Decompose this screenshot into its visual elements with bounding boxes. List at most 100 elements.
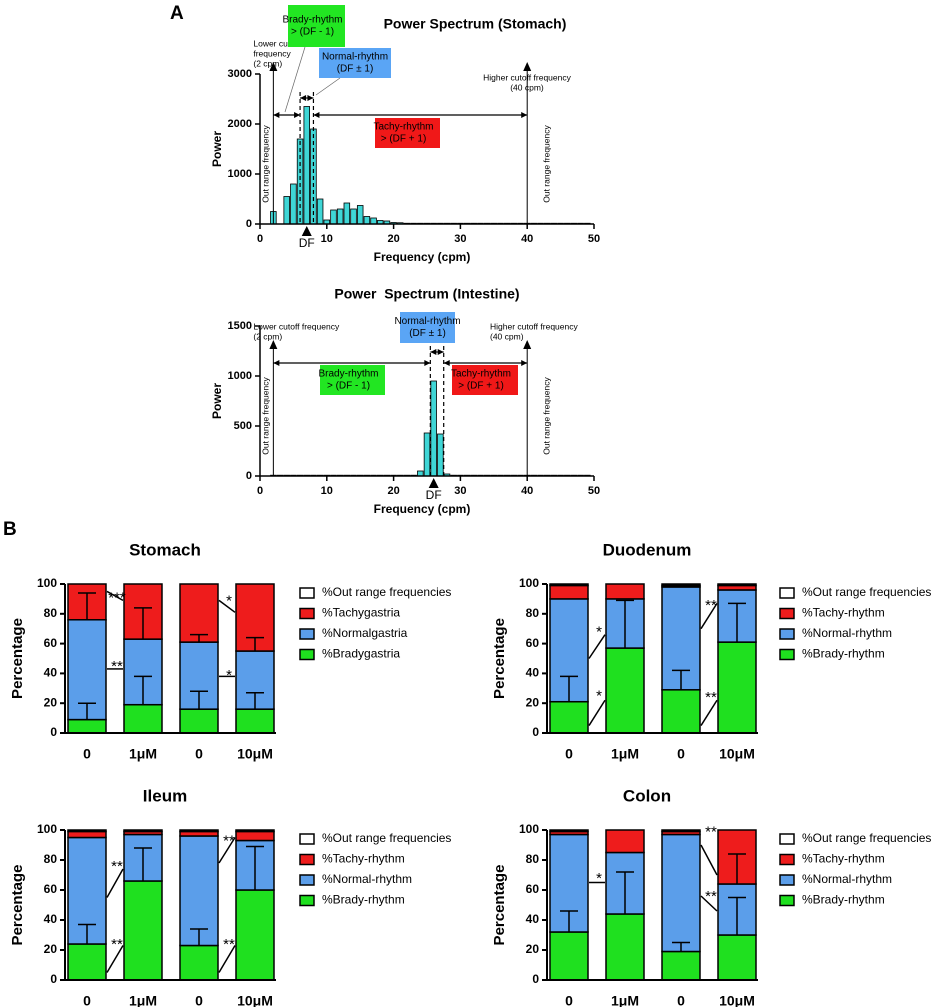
legend-swatch <box>779 853 795 866</box>
bar-segment <box>661 833 701 953</box>
significance-line <box>588 699 606 726</box>
bar-segment <box>179 708 219 734</box>
x-tick-label: 0 <box>257 485 263 497</box>
chart-title: Stomach <box>129 540 201 559</box>
range-box <box>288 5 345 47</box>
bar <box>283 196 290 225</box>
x-tick-label: 0 <box>83 746 91 762</box>
annotation: Brady-rhythm <box>318 369 378 380</box>
leader <box>315 77 341 96</box>
legend-swatch <box>779 628 795 640</box>
x-tick-label: 1μM <box>129 993 157 1007</box>
out-range-label: Out range frequency <box>541 125 551 203</box>
bar-segment <box>235 889 275 981</box>
x-tick-label: 0 <box>257 233 263 245</box>
leader <box>284 46 306 113</box>
bar <box>437 433 444 477</box>
x-tick-label: 1μM <box>611 993 639 1007</box>
chart-title: Ileum <box>143 786 187 805</box>
error-bar <box>78 702 96 720</box>
arrow-head <box>300 95 314 101</box>
bar <box>423 432 431 477</box>
y-axis-label: Power <box>210 131 224 167</box>
bar-segment <box>717 641 757 734</box>
bar-segment <box>235 829 275 833</box>
bar-segment <box>123 703 163 734</box>
legend-label: %Out range frequencies <box>802 585 931 599</box>
error-bar <box>134 675 152 705</box>
bar-segment <box>549 700 589 734</box>
error-bar <box>78 923 96 944</box>
bar-segment <box>67 718 107 734</box>
bar-segment <box>549 931 589 981</box>
x-tick-label: 10 <box>321 485 333 497</box>
y-tick-label: 80 <box>526 606 540 620</box>
bar <box>350 208 357 225</box>
error-bar <box>672 941 690 952</box>
bar-segment <box>123 829 163 833</box>
x-tick-label: 30 <box>454 233 466 245</box>
panel-label: A <box>170 3 184 24</box>
error-bar <box>246 692 264 710</box>
significance-label: * <box>226 667 232 684</box>
annotation: Normal-rhythm <box>394 316 460 327</box>
error-bar <box>246 845 264 890</box>
range-box <box>319 48 391 78</box>
bar-segment <box>661 829 701 833</box>
range-box <box>400 312 455 343</box>
bar-segment <box>235 830 275 842</box>
x-tick-label: 0 <box>195 993 203 1007</box>
y-tick-label: 500 <box>234 420 252 432</box>
bar-segment <box>67 619 107 721</box>
error-bar <box>560 675 578 702</box>
bar-segment <box>549 583 589 587</box>
error-bar <box>190 690 208 710</box>
y-tick-label: 1500 <box>228 320 252 332</box>
bar-segment <box>605 913 645 981</box>
legend-label: %Normal-rhythm <box>802 872 892 886</box>
annotation: Higher cutoff frequency <box>490 321 578 331</box>
y-tick-label: 0 <box>246 470 252 482</box>
bar-segment <box>661 689 701 734</box>
x-tick-label: 10 <box>321 233 333 245</box>
legend-label: %Out range frequencies <box>322 831 451 845</box>
bar-segment <box>179 944 219 981</box>
x-tick-label: 10μM <box>237 993 273 1007</box>
bar <box>290 183 297 225</box>
x-tick-label: 0 <box>677 746 685 762</box>
y-tick-label: 100 <box>519 576 539 590</box>
y-tick-label: 80 <box>526 852 540 866</box>
legend-label: %Out range frequencies <box>802 831 931 845</box>
error-bar <box>672 669 690 690</box>
significance-label: ** <box>111 658 123 675</box>
df-label: DF <box>299 236 315 250</box>
significance-line <box>588 634 606 659</box>
y-tick-label: 0 <box>246 218 252 230</box>
range-box <box>320 365 385 395</box>
error-bar <box>134 847 152 881</box>
chart-title: Power Spectrum (Stomach) <box>384 16 567 32</box>
significance-label: ** <box>111 858 123 875</box>
significance-line <box>218 599 236 613</box>
y-tick-label: 20 <box>44 695 58 709</box>
y-tick-label: 20 <box>44 942 58 956</box>
y-tick-label: 0 <box>532 972 539 986</box>
x-tick-label: 0 <box>565 993 573 1007</box>
y-tick-label: 80 <box>44 852 58 866</box>
x-tick-label: 1μM <box>129 746 157 762</box>
legend-label: %Tachy-rhythm <box>322 852 405 866</box>
y-tick-label: 2000 <box>228 118 252 130</box>
range-box <box>375 118 440 148</box>
significance-line <box>106 868 124 898</box>
range-box <box>452 365 518 395</box>
annotation: Lower cutoff <box>253 38 300 48</box>
significance-line <box>218 945 236 973</box>
y-tick-label: 80 <box>44 606 58 620</box>
x-tick-label: 10μM <box>237 746 273 762</box>
y-tick-label: 20 <box>526 695 540 709</box>
y-tick-label: 60 <box>44 636 58 650</box>
annotation: Tachy-rhythm <box>373 122 433 133</box>
chart-title: Duodenum <box>603 540 692 559</box>
x-tick-label: 50 <box>588 233 600 245</box>
